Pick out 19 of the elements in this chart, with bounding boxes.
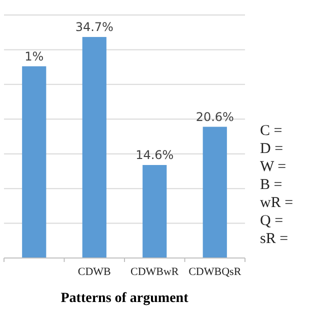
data-label: 20.6%: [196, 110, 234, 124]
x-tick-label: CDWBQsR: [188, 266, 242, 278]
text: B =: [260, 177, 282, 193]
bar: [82, 36, 106, 258]
bar: [22, 66, 46, 258]
text: sR =: [260, 231, 288, 247]
bar: [142, 165, 167, 258]
bar: [202, 126, 227, 258]
text: wR =: [260, 195, 294, 211]
x-tick-label: CDWB: [78, 266, 111, 278]
data-label: 34.7%: [75, 20, 114, 34]
x-axis-title: Patterns of argument: [60, 291, 189, 306]
x-tick-label: CDWBwR: [130, 266, 180, 278]
annotation: 1%: [24, 49, 44, 64]
data-label: 14.6%: [136, 148, 174, 162]
text: W =: [260, 159, 286, 175]
text: C =: [260, 123, 282, 139]
text: Q =: [260, 213, 284, 229]
text: D =: [260, 141, 284, 157]
